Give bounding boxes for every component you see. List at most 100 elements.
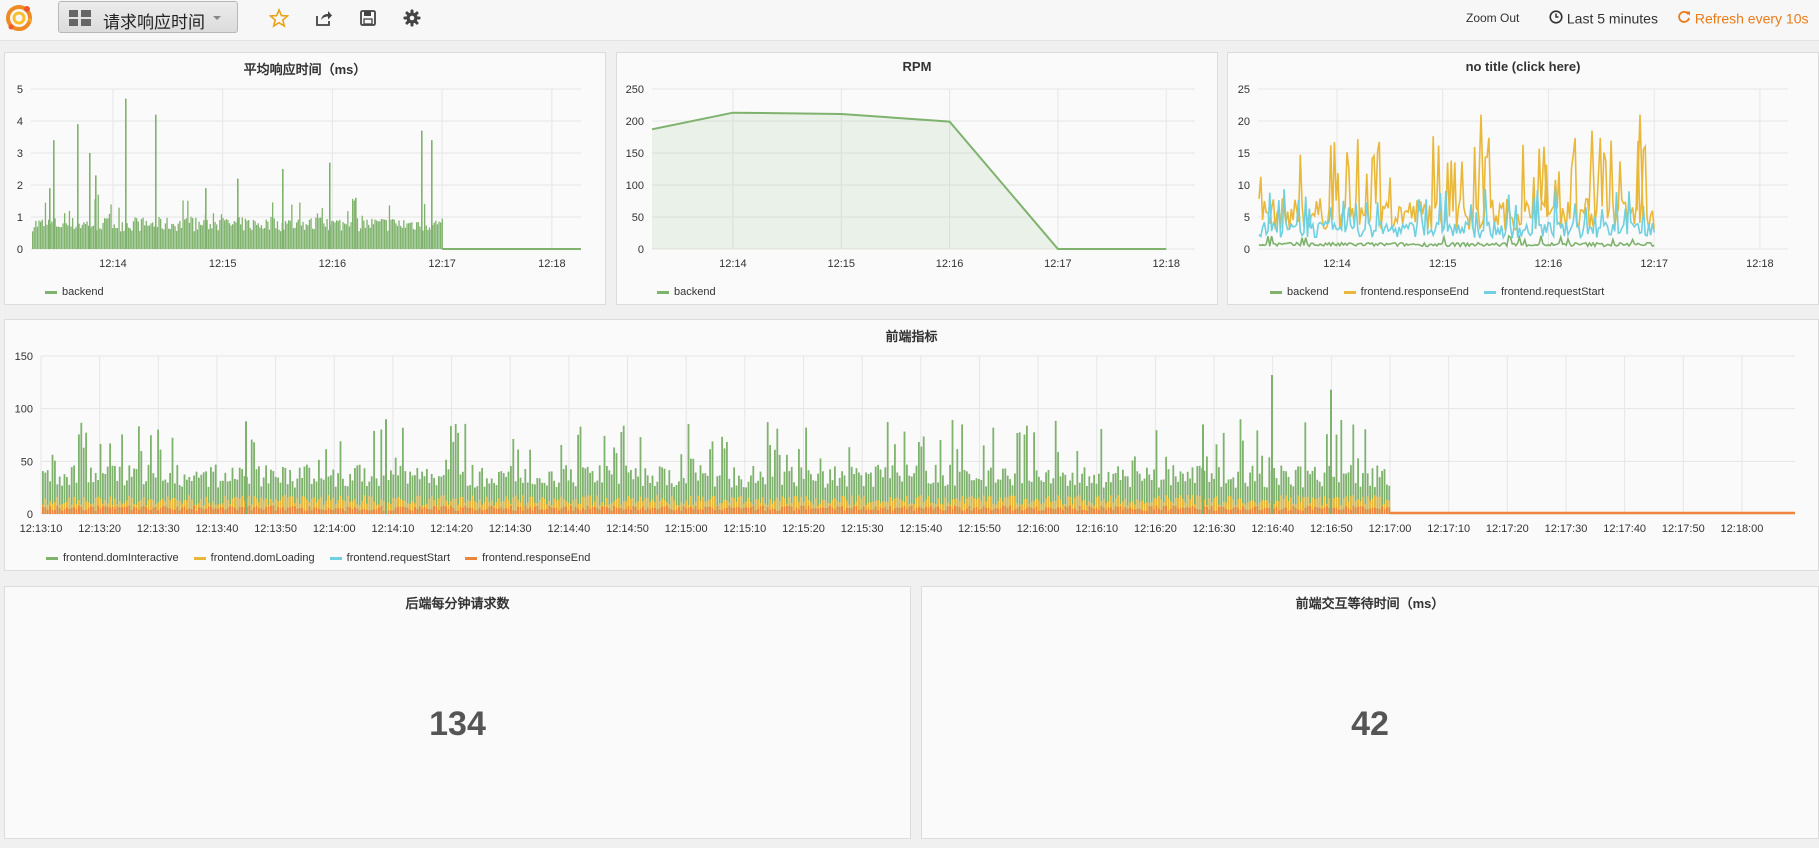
panel-title[interactable]: 平均响应时间（ms） (243, 62, 367, 77)
bar-responseend (1191, 506, 1194, 514)
legend-item-responseend[interactable]: frontend.responseEnd (465, 552, 590, 564)
bar-responseend (1042, 509, 1045, 514)
bar-responseend (330, 509, 332, 514)
panel-title[interactable]: no title (click here) (1465, 59, 1581, 74)
bar-dominteractive (1045, 472, 1047, 514)
bar-domloading (932, 502, 935, 514)
zoom-out-button[interactable]: Zoom Out (1466, 11, 1520, 25)
legend-item-requeststart[interactable]: frontend.requestStart (329, 552, 450, 564)
bar-dominteractive (678, 481, 680, 514)
bar-responseend (894, 508, 896, 514)
x-tick-label: 12:14 (99, 258, 127, 270)
bar-dominteractive (622, 425, 625, 514)
bar (257, 223, 259, 249)
legend-item-dominteractive[interactable]: frontend.domInteractive (46, 552, 179, 564)
bar-domloading (1014, 496, 1016, 514)
bar-dominteractive (1328, 465, 1331, 514)
bar (68, 210, 71, 249)
bar-dominteractive (1023, 434, 1026, 514)
bar-dominteractive (654, 485, 656, 514)
bar-domloading (291, 496, 294, 514)
bar-responseend (1263, 507, 1266, 514)
bar-responseend (961, 510, 963, 514)
bar (438, 221, 440, 249)
legend-item-backend[interactable]: backend (1270, 286, 1329, 298)
bar-responseend (378, 507, 380, 514)
bar-responseend (1338, 509, 1340, 514)
legend-item-responseend[interactable]: frontend.responseEnd (1343, 286, 1469, 298)
bar (65, 223, 67, 249)
bar-responseend (1179, 508, 1182, 514)
grafana-logo-icon[interactable] (3, 2, 35, 34)
gear-icon[interactable] (402, 8, 422, 28)
bar-responseend (819, 507, 822, 514)
save-icon[interactable] (358, 8, 378, 28)
legend-item-backend[interactable]: backend (657, 286, 716, 298)
bar-responseend (334, 508, 337, 514)
bar-domloading (1340, 505, 1343, 514)
share-icon[interactable] (314, 8, 334, 28)
bar-dominteractive (836, 485, 839, 514)
bar-dominteractive (699, 465, 702, 514)
panel-title[interactable]: 后端每分钟请求数 (405, 596, 510, 611)
bar-dominteractive (1194, 482, 1196, 514)
bar-responseend (704, 506, 707, 514)
bar-dominteractive (118, 466, 121, 514)
bar-dominteractive (860, 475, 863, 514)
dashboard-picker-button[interactable]: 请求响应时间 (58, 1, 238, 33)
refresh-picker[interactable]: Refresh every 10s (1677, 9, 1809, 27)
bar (276, 221, 279, 249)
bar (230, 225, 232, 249)
bar-responseend (519, 507, 522, 514)
panel-title[interactable]: 前端指标 (885, 329, 938, 344)
legend-item-requeststart[interactable]: frontend.requestStart (1483, 286, 1604, 298)
bar-dominteractive (75, 482, 78, 514)
legend-item-backend[interactable]: backend (45, 286, 104, 298)
bar-domloading (714, 496, 716, 514)
legend-item-domloading[interactable]: frontend.domLoading (193, 552, 315, 564)
bar-dominteractive (231, 467, 234, 514)
legend: backend (657, 286, 728, 298)
y-tick-label: 20 (1238, 116, 1250, 128)
bar (137, 221, 139, 249)
bar-responseend (764, 510, 767, 514)
bar-domloading (82, 496, 85, 514)
bar-dominteractive (245, 421, 247, 514)
bar (275, 228, 277, 249)
bar-dominteractive (212, 471, 215, 514)
bar-dominteractive (152, 473, 155, 514)
star-icon[interactable] (269, 8, 289, 28)
bar-domloading (325, 500, 327, 514)
bar-domloading (502, 501, 505, 514)
time-range-picker[interactable]: Last 5 minutes (1549, 9, 1658, 27)
x-tick-label: 12:15:10 (723, 523, 766, 535)
x-tick-label: 12:13:40 (196, 523, 239, 535)
panel-title[interactable]: RPM (902, 59, 932, 74)
bar-responseend (644, 510, 647, 514)
bar-domloading (529, 496, 531, 514)
bar-domloading (711, 496, 714, 514)
bar-domloading (97, 496, 99, 514)
bar (217, 230, 219, 249)
bar-dominteractive (404, 471, 407, 514)
bar-responseend (502, 509, 505, 514)
bar-domloading (987, 496, 990, 514)
bar (278, 229, 280, 249)
bar-responseend (255, 506, 258, 514)
panel-title[interactable]: 前端交互等待时间（ms） (1295, 596, 1445, 611)
bar-dominteractive (394, 457, 397, 514)
bar (324, 226, 327, 249)
bar (385, 219, 387, 249)
bar-responseend (579, 510, 582, 514)
bar-domloading (541, 497, 543, 514)
bar-dominteractive (538, 478, 541, 514)
bar-responseend (846, 507, 848, 514)
bar-dominteractive (1153, 469, 1155, 514)
bar-domloading (118, 501, 121, 514)
bar (363, 220, 365, 249)
